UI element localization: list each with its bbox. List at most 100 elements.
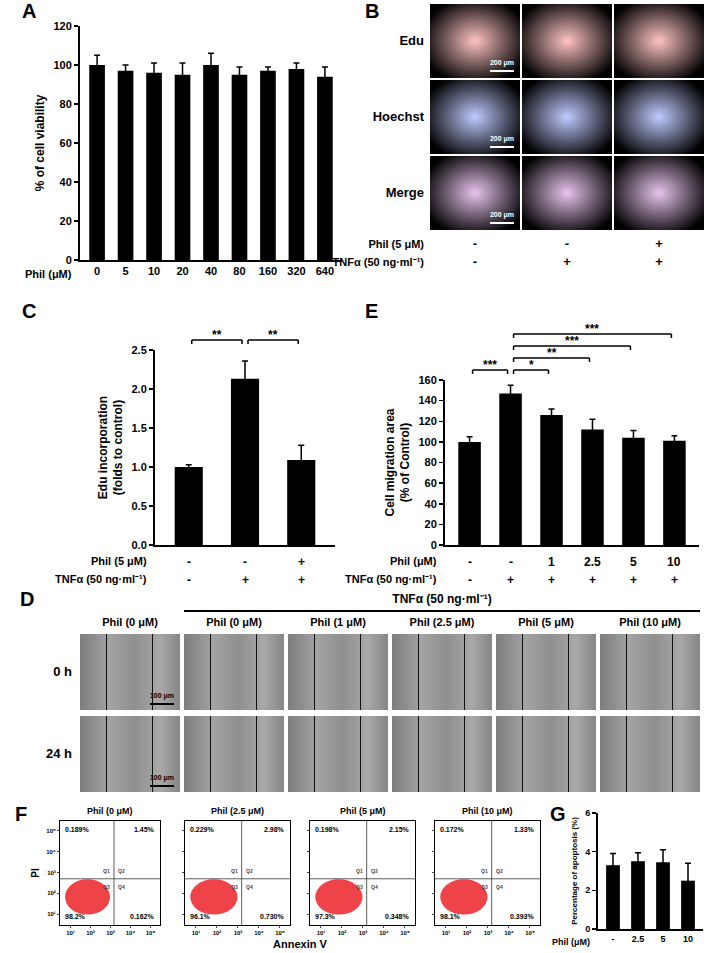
svg-text:10³: 10³: [234, 930, 243, 936]
svg-text:10¹: 10¹: [47, 911, 56, 917]
svg-text:10⁴: 10⁴: [254, 930, 264, 936]
svg-text:% of cell viability: % of cell viability: [33, 94, 47, 191]
svg-text:10²: 10²: [213, 930, 222, 936]
svg-text:10³: 10³: [47, 870, 56, 876]
svg-text:0.229%: 0.229%: [190, 826, 215, 833]
svg-text:96.1%: 96.1%: [190, 913, 211, 920]
svg-text:160: 160: [418, 374, 436, 386]
svg-text:2.98%: 2.98%: [264, 826, 285, 833]
svg-text:0.393%: 0.393%: [510, 913, 535, 920]
svg-text:Q1: Q1: [356, 868, 363, 874]
svg-text:40: 40: [60, 176, 72, 188]
svg-text:2: 2: [585, 885, 590, 895]
svg-text:TNFα (50 ng·ml⁻¹): TNFα (50 ng·ml⁻¹): [55, 573, 147, 585]
svg-text:Q4: Q4: [371, 884, 378, 890]
svg-text:10⁵: 10⁵: [46, 828, 56, 834]
svg-text:1.33%: 1.33%: [514, 826, 535, 833]
svg-text:***: ***: [483, 358, 497, 372]
svg-text:Phil (10 μM): Phil (10 μM): [462, 806, 513, 816]
svg-text:0: 0: [94, 265, 100, 277]
svg-text:Phil (μM): Phil (μM): [390, 555, 437, 567]
svg-text:140: 140: [418, 394, 436, 406]
svg-text:Phil (0 μM): Phil (0 μM): [87, 806, 133, 816]
svg-text:+: +: [548, 573, 555, 587]
svg-text:5: 5: [123, 265, 129, 277]
svg-text:10³: 10³: [484, 930, 493, 936]
svg-text:-: -: [243, 555, 247, 569]
svg-text:-: -: [187, 555, 191, 569]
svg-text:0.198%: 0.198%: [315, 826, 340, 833]
svg-text:+: +: [298, 555, 305, 569]
svg-text:10: 10: [683, 934, 693, 944]
svg-text:**: **: [212, 328, 222, 342]
svg-text:+: +: [507, 573, 514, 587]
svg-text:**: **: [547, 346, 557, 360]
svg-text:-: -: [468, 555, 472, 569]
svg-text:Phil (5 μM): Phil (5 μM): [340, 806, 386, 816]
svg-text:10: 10: [667, 555, 681, 569]
svg-text:10¹: 10¹: [192, 930, 201, 936]
svg-text:+: +: [589, 573, 596, 587]
svg-text:10⁴: 10⁴: [504, 930, 514, 936]
svg-text:2.5: 2.5: [132, 344, 147, 356]
svg-text:Q3: Q3: [103, 884, 110, 890]
svg-text:Q2: Q2: [371, 868, 378, 874]
svg-text:60: 60: [60, 137, 72, 149]
svg-text:5: 5: [660, 934, 665, 944]
svg-text:Cell migration area(% of Contr: Cell migration area(% of Control): [383, 408, 413, 516]
svg-text:6: 6: [585, 808, 590, 818]
svg-text:Q3: Q3: [231, 884, 238, 890]
svg-text:20: 20: [176, 265, 188, 277]
svg-text:98.1%: 98.1%: [440, 913, 461, 920]
svg-text:0.189%: 0.189%: [65, 826, 90, 833]
svg-text:Q4: Q4: [496, 884, 503, 890]
svg-text:+: +: [242, 573, 249, 587]
svg-text:Q3: Q3: [356, 884, 363, 890]
svg-text:640: 640: [316, 265, 334, 277]
svg-text:97.3%: 97.3%: [315, 913, 336, 920]
svg-text:-: -: [187, 573, 191, 587]
svg-text:1: 1: [548, 555, 555, 569]
svg-text:1.45%: 1.45%: [134, 826, 155, 833]
svg-text:1.5: 1.5: [132, 422, 147, 434]
svg-text:Phil (μM): Phil (μM): [552, 937, 590, 947]
svg-text:80: 80: [425, 456, 437, 468]
svg-text:+: +: [671, 573, 678, 587]
svg-text:2.0: 2.0: [132, 383, 147, 395]
svg-text:Q2: Q2: [246, 868, 253, 874]
svg-text:120: 120: [53, 20, 71, 32]
svg-text:10¹: 10¹: [442, 930, 451, 936]
svg-text:100: 100: [418, 436, 436, 448]
svg-text:1.0: 1.0: [132, 461, 147, 473]
svg-text:60: 60: [425, 477, 437, 489]
svg-text:40: 40: [425, 498, 437, 510]
svg-text:0.730%: 0.730%: [260, 913, 285, 920]
svg-text:10¹: 10¹: [317, 930, 326, 936]
svg-text:10⁵: 10⁵: [275, 930, 285, 936]
svg-text:Q1: Q1: [103, 868, 110, 874]
svg-text:0: 0: [66, 254, 72, 266]
svg-text:0.348%: 0.348%: [385, 913, 410, 920]
svg-text:10⁴: 10⁴: [46, 849, 56, 855]
svg-text:10⁴: 10⁴: [379, 930, 389, 936]
svg-text:+: +: [630, 573, 637, 587]
svg-text:0.162%: 0.162%: [130, 913, 155, 920]
svg-text:*: *: [529, 358, 534, 372]
svg-text:Q1: Q1: [481, 868, 488, 874]
svg-text:120: 120: [418, 415, 436, 427]
svg-text:160: 160: [259, 265, 277, 277]
svg-text:10⁵: 10⁵: [525, 930, 535, 936]
svg-text:Q2: Q2: [496, 868, 503, 874]
svg-text:10⁵: 10⁵: [400, 930, 410, 936]
svg-text:**: **: [268, 328, 278, 342]
svg-text:10³: 10³: [359, 930, 368, 936]
svg-text:40: 40: [205, 265, 217, 277]
svg-text:2.5: 2.5: [632, 934, 645, 944]
svg-text:0.172%: 0.172%: [440, 826, 465, 833]
svg-text:320: 320: [287, 265, 305, 277]
svg-text:10³: 10³: [106, 930, 115, 936]
svg-text:20: 20: [425, 518, 437, 530]
svg-text:2.5: 2.5: [584, 555, 601, 569]
svg-text:10²: 10²: [86, 930, 95, 936]
svg-text:100: 100: [53, 59, 71, 71]
